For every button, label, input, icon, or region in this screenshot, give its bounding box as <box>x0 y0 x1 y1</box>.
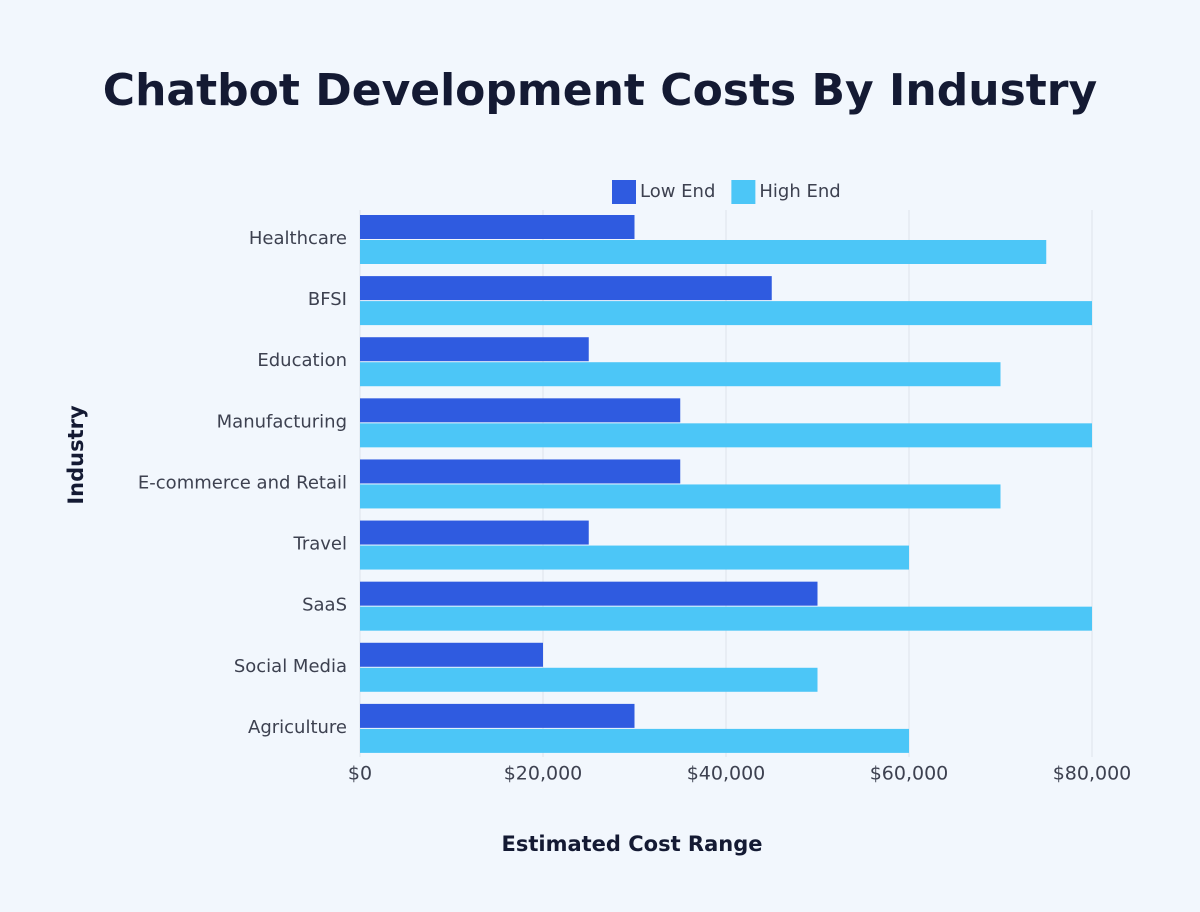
x-tick-label: $0 <box>348 763 372 785</box>
x-tick-label: $60,000 <box>870 763 949 785</box>
x-tick-label: $80,000 <box>1053 763 1132 785</box>
bar <box>360 240 1047 264</box>
legend-label: High End <box>759 181 840 202</box>
bar <box>360 215 635 239</box>
bar <box>360 484 1001 509</box>
y-tick-label: SaaS <box>302 595 347 616</box>
y-tick-label: Manufacturing <box>217 411 347 432</box>
legend-label: Low End <box>640 181 715 202</box>
bar <box>360 703 635 728</box>
bar <box>360 459 681 484</box>
x-tick-label: $40,000 <box>687 763 766 785</box>
y-tick-label: Social Media <box>234 656 347 677</box>
bar <box>360 667 818 692</box>
bar <box>360 398 681 423</box>
bar <box>360 581 818 606</box>
y-tick-label: Education <box>257 350 347 371</box>
y-tick-label: E-commerce and Retail <box>138 472 347 493</box>
y-tick-label: Agriculture <box>248 717 347 738</box>
legend-swatch <box>731 180 756 204</box>
y-tick-label: Travel <box>292 534 347 555</box>
x-axis-label: Estimated Cost Range <box>501 832 762 856</box>
bar <box>360 423 1092 448</box>
bar <box>360 545 909 570</box>
y-tick-label: BFSI <box>308 289 347 310</box>
chart-title: Chatbot Development Costs By Industry <box>103 65 1097 116</box>
bar <box>360 520 589 545</box>
bar <box>360 337 589 362</box>
bar <box>360 362 1001 387</box>
bar <box>360 606 1092 631</box>
bar <box>360 642 543 667</box>
y-axis-label: Industry <box>64 405 88 505</box>
bar <box>360 728 909 753</box>
x-tick-label: $20,000 <box>504 763 583 785</box>
y-tick-label: Healthcare <box>249 228 347 249</box>
legend-swatch <box>612 180 636 204</box>
bar <box>360 301 1092 326</box>
bar <box>360 276 772 301</box>
